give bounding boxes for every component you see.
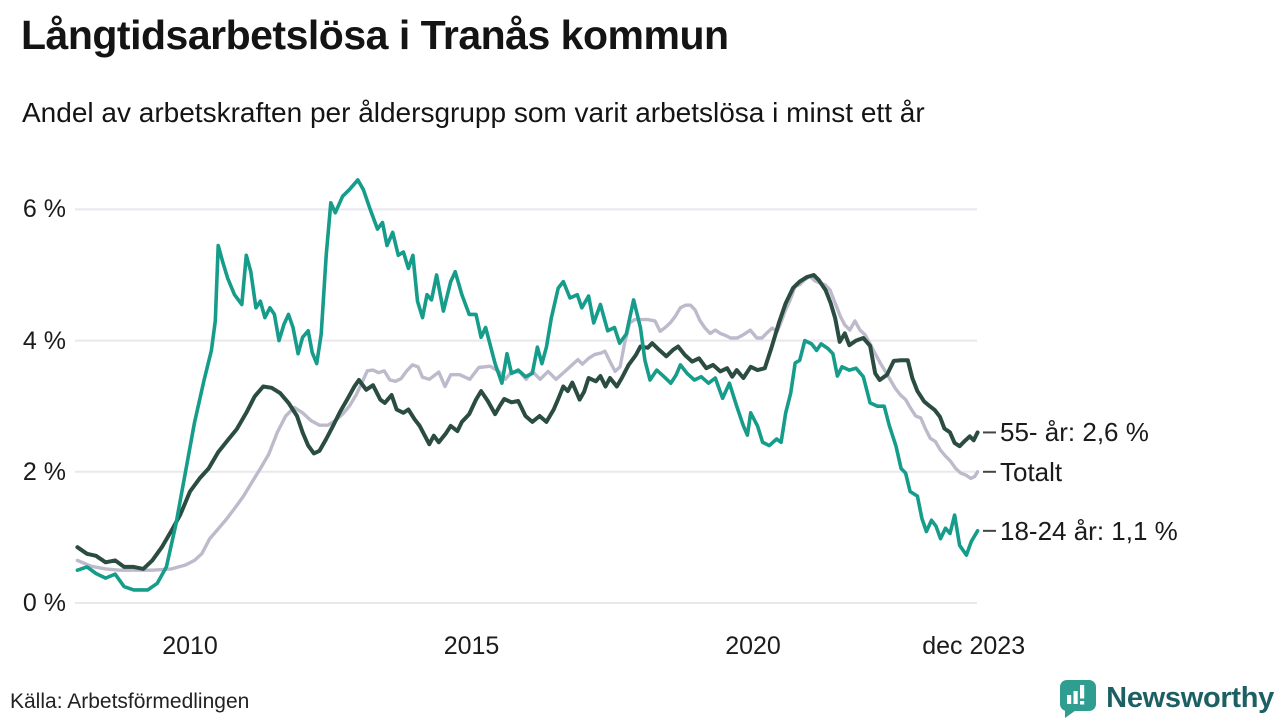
y-axis-tick-0pct: 0 % xyxy=(22,589,66,617)
series-line-totalt xyxy=(75,274,980,572)
y-axis-tick-4pct: 4 % xyxy=(22,326,66,355)
x-axis-tick-2015: 2015 xyxy=(443,632,500,660)
chart-subtitle: Andel av arbetskraften per åldersgrupp s… xyxy=(22,97,925,128)
newsworthy-logo: Newsworthy xyxy=(1058,678,1274,718)
x-axis-tick-2020: 2020 xyxy=(725,632,781,660)
newsworthy-bubble-chart-icon xyxy=(1060,680,1097,718)
page-title: Långtidsarbetslösa i Tranås kommun xyxy=(21,12,729,58)
series-label-totalt: Totalt xyxy=(1000,456,1063,487)
x-axis-tick-dec2023: dec 2023 xyxy=(922,632,1026,660)
newsworthy-wordmark: Newsworthy xyxy=(1106,681,1274,714)
x-axis-tick-2010: 2010 xyxy=(162,632,218,660)
series-line-18-24-år xyxy=(75,178,980,592)
y-axis-tick-6pct: 6 % xyxy=(22,195,66,224)
y-axis-tick-2pct: 2 % xyxy=(22,457,66,486)
series-line-55--år xyxy=(75,273,980,571)
series-label-18-24: 18-24 år: 1,1 % xyxy=(1000,515,1178,546)
source-note: Källa: Arbetsförmedlingen xyxy=(10,690,250,713)
series-label-55-ar: 55- år: 2,6 % xyxy=(1000,417,1149,448)
